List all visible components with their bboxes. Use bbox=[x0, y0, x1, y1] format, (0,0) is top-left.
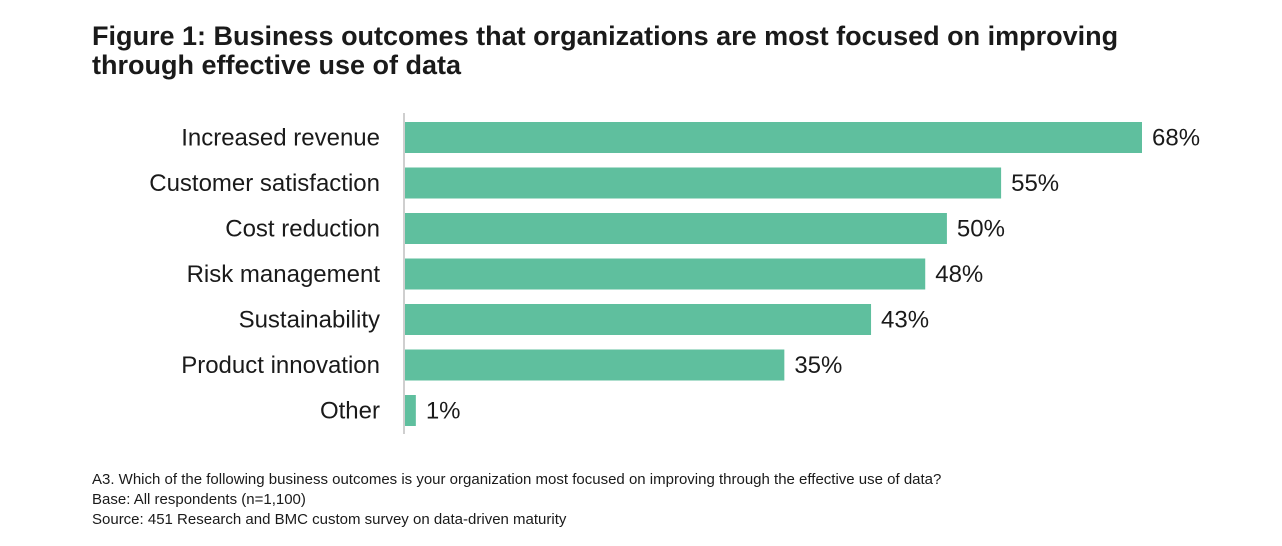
category-label: Cost reduction bbox=[225, 216, 380, 243]
category-label: Other bbox=[320, 398, 380, 425]
value-label: 68% bbox=[1152, 125, 1200, 152]
bar-other bbox=[405, 395, 416, 426]
bar-cost-reduction bbox=[405, 213, 947, 244]
bar-increased-revenue bbox=[405, 122, 1142, 153]
chart-title: Figure 1: Business outcomes that organiz… bbox=[92, 21, 1119, 80]
bar-customer-satisfaction bbox=[405, 167, 1002, 199]
bar-sustainability bbox=[405, 304, 872, 335]
value-label: 43% bbox=[881, 307, 929, 334]
survey-question-note: A3. Which of the following business outc… bbox=[92, 471, 942, 488]
value-label: 35% bbox=[794, 352, 842, 379]
category-label: Product innovation bbox=[181, 352, 380, 379]
value-label: 50% bbox=[957, 216, 1005, 243]
bar-risk-management bbox=[405, 258, 926, 290]
category-label: Sustainability bbox=[239, 307, 380, 334]
value-label: 48% bbox=[935, 261, 983, 288]
category-label: Customer satisfaction bbox=[149, 170, 380, 197]
category-label: Increased revenue bbox=[181, 125, 380, 152]
bars-group: Increased revenue 68% Customer satisfactio… bbox=[149, 122, 1200, 426]
value-label: 1% bbox=[426, 398, 461, 425]
source-note: Source: 451 Research and BMC custom surv… bbox=[92, 511, 567, 528]
category-label: Risk management bbox=[187, 261, 381, 288]
value-label: 55% bbox=[1011, 170, 1059, 197]
bar-product-innovation bbox=[405, 349, 785, 381]
chart-notes: A3. Which of the following business outc… bbox=[92, 470, 1242, 530]
base-note: Base: All respondents (n=1,100) bbox=[92, 491, 306, 508]
